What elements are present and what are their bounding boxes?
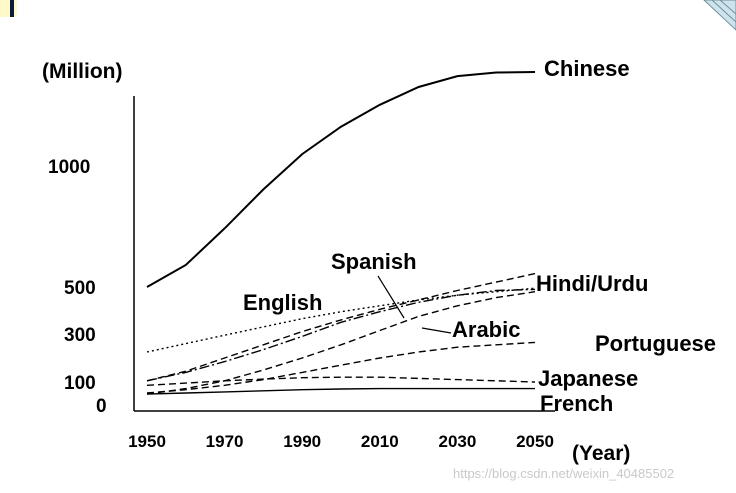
watermark: https://blog.csdn.net/weixin_40485502 [453,466,675,481]
label-portuguese: Portuguese [595,331,716,356]
arabic-leader-line [421,327,452,334]
chart-axes [133,96,555,412]
label-spanish: Spanish [331,249,417,274]
x-tick-label: 1990 [283,432,321,451]
series-line-spanish [146,288,536,382]
spanish-leader-line [377,275,405,319]
series-layer [146,71,536,395]
x-tick-label: 1950 [128,432,166,451]
label-arabic: Arabic [452,317,520,342]
y-tick-label: 300 [64,325,96,346]
label-hindi-urdu: Hindi/Urdu [536,271,648,296]
x-tick-label: 2050 [516,432,554,451]
series-labels: Chinese Spanish Hindi/Urdu English Arabic Por… [243,56,716,416]
series-line-english [146,287,536,353]
y-tick-label: 1000 [48,157,90,178]
series-line-hindi-urdu [146,272,536,382]
x-tick-label: 1970 [206,432,244,451]
label-japanese: Japanese [538,366,638,391]
y-tick-label: 500 [64,278,96,299]
series-line-japanese [146,376,536,386]
series-line-arabic [146,291,536,395]
x-tick-label: 2030 [438,432,476,451]
label-french: French [540,391,613,416]
slide-corner-marker [0,0,17,17]
series-line-french [146,387,535,395]
x-axis-label: (Year) [572,442,630,465]
label-chinese: Chinese [544,56,630,81]
label-english: English [243,290,322,315]
y-tick-label: 0 [96,396,107,417]
y-axis-label: (Million) [42,60,122,83]
x-tick-label: 2010 [361,432,399,451]
slide-corner-decoration [698,0,736,38]
series-line-chinese [146,71,536,288]
y-tick-label: 100 [64,373,96,394]
